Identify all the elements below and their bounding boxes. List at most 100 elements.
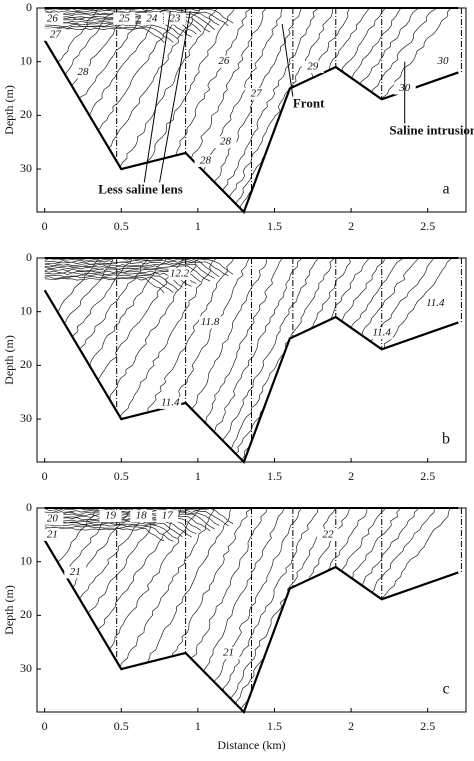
annotation: Saline intrusion (389, 122, 474, 137)
bottom-profile (43, 539, 459, 715)
label-bg (41, 12, 64, 25)
contour-line (258, 8, 402, 211)
panel: 0 0.5 1 1.5 2 2.5 0 10 20 30 Depth (m) Distance (km… (2, 500, 467, 752)
contour-line (44, 258, 167, 461)
x-tick-label: 0 (42, 219, 48, 233)
contours (44, 258, 453, 461)
contour-line (279, 258, 435, 461)
contour-label: 22 (323, 528, 335, 540)
contour-line (44, 508, 167, 711)
contour-line (247, 508, 387, 711)
y-tick-label: 10 (20, 553, 32, 567)
contour-label: 26 (47, 12, 59, 24)
x-tick-label: 1 (195, 469, 201, 483)
contour-line (44, 258, 100, 461)
contour-line (225, 508, 337, 711)
contours (44, 8, 451, 211)
y-tick-label: 0 (26, 250, 32, 264)
label-bg (432, 55, 455, 68)
label-bg (41, 512, 64, 525)
panel-label: a (442, 181, 449, 198)
y-tick-label: 10 (20, 303, 32, 317)
contour-line (44, 515, 211, 532)
contour-line (44, 258, 114, 461)
annotation-leader (143, 11, 171, 183)
bottom-profile (43, 289, 459, 465)
contour-line (281, 508, 435, 711)
panel: 0 0.5 1 1.5 2 2.5 0 10 20 30 Depth (m) a 26 27 28 25 24 2… (2, 0, 474, 233)
annotation: Less saline lens (98, 182, 183, 197)
label-bg (212, 55, 235, 68)
x-tick-label: 1 (195, 219, 201, 233)
contour-label: 21 (70, 566, 81, 578)
contours (44, 508, 451, 711)
y-axis-label: Depth (m) (2, 335, 16, 385)
label-bg (217, 646, 240, 659)
contour-line (44, 522, 183, 538)
contour-line (67, 508, 202, 711)
x-tick-label: 1.5 (267, 469, 282, 483)
y-axis-label: Depth (m) (2, 85, 16, 135)
contour-label: 30 (437, 55, 450, 67)
contour-line (44, 524, 179, 539)
contour-line (249, 258, 386, 460)
x-tick-label: 2.5 (420, 469, 435, 483)
contour-line (44, 24, 179, 40)
contour-label: 23 (169, 12, 181, 24)
contour-line (44, 259, 229, 276)
label-bg (99, 510, 122, 523)
contour-line (44, 258, 234, 275)
x-tick-label: 0 (42, 469, 48, 483)
contour-line (67, 8, 201, 211)
contour-label: 26 (218, 55, 230, 67)
label-bg (424, 297, 447, 310)
label-bg (140, 12, 163, 25)
contour-label: 24 (146, 12, 158, 24)
contour-line (241, 258, 370, 461)
contour-line (44, 8, 115, 211)
contour-label: 28 (77, 66, 89, 78)
contour-line (95, 258, 218, 461)
contour-line (213, 258, 319, 461)
contour-line (212, 8, 319, 211)
contour-line (96, 508, 216, 710)
contour-line (222, 8, 333, 211)
contour-line (44, 265, 211, 282)
x-tick-label: 0 (42, 719, 48, 733)
label-bg (214, 136, 237, 149)
contour-line (44, 508, 116, 711)
label-bg (317, 528, 340, 541)
contour-line (186, 8, 283, 211)
contour-label: 27 (50, 28, 62, 40)
contour-line (44, 258, 184, 461)
panel: 0 0.5 1 1.5 2 2.5 0 10 20 30 Depth (m) b 12.2 11.8 11.… (2, 250, 467, 483)
label-bg (113, 12, 136, 25)
contour-line (44, 261, 220, 278)
contour-line (201, 8, 302, 210)
x-tick-label: 2 (348, 719, 354, 733)
contour-line (96, 8, 218, 210)
x-tick-label: 1.5 (267, 219, 282, 233)
y-tick-label: 20 (20, 357, 32, 371)
x-tick-label: 2 (348, 219, 354, 233)
label-bg (44, 28, 67, 41)
contour-label: 11.4 (161, 396, 180, 408)
contour-label: 27 (251, 87, 263, 99)
y-tick-label: 20 (20, 607, 32, 621)
contour-line (44, 508, 182, 711)
contour-label: 28 (220, 136, 232, 148)
contour-line (229, 8, 351, 211)
label-bg (301, 61, 324, 74)
x-tick-label: 0.5 (114, 719, 129, 733)
contour-line (211, 508, 319, 711)
contour-line (199, 508, 302, 711)
contour-line (70, 258, 200, 460)
contour-line (44, 8, 167, 210)
contour-label: 19 (105, 510, 117, 522)
label-bg (159, 396, 182, 409)
contour-line (44, 508, 99, 711)
x-tick-label: 2 (348, 469, 354, 483)
x-tick-label: 0.5 (114, 469, 129, 483)
y-tick-label: 30 (20, 661, 32, 675)
contour-line (44, 527, 165, 542)
